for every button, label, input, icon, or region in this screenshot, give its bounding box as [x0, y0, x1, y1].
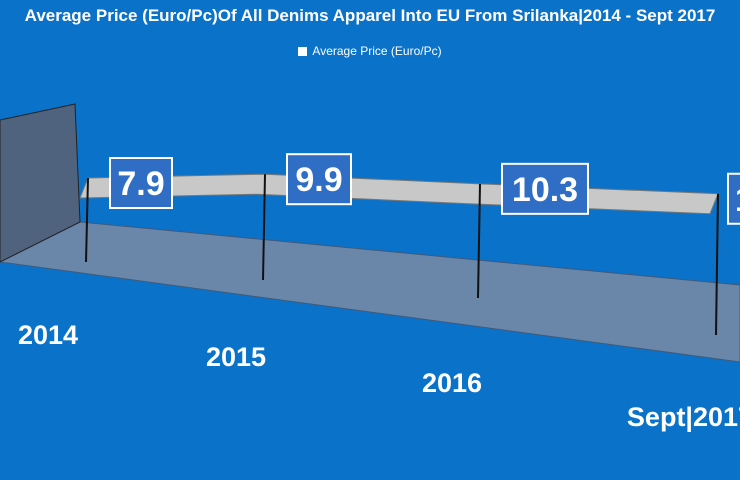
drop-line-2 [477, 183, 481, 299]
drop-line-0 [85, 177, 89, 263]
chart-floor [0, 221, 740, 363]
data-label-0: 7.9 [117, 165, 164, 203]
legend-label: Average Price (Euro/Pc) [312, 44, 442, 58]
data-label-box-1 [286, 153, 352, 206]
chart-title: Average Price (Euro/Pc)Of All Denims App… [24, 6, 716, 25]
data-label-3: 10.4 [735, 181, 740, 219]
drop-line-1 [262, 174, 266, 281]
data-label-1: 9.9 [295, 161, 342, 199]
legend: Average Price (Euro/Pc) [0, 44, 740, 58]
data-label-box-2 [501, 162, 589, 215]
category-label-3: Sept|2017 [627, 402, 740, 432]
category-label-2: 2016 [422, 368, 482, 398]
chart-back-wall [0, 103, 81, 263]
category-label-1: 2015 [206, 342, 266, 372]
legend-swatch-icon [298, 47, 308, 56]
drop-line-3 [715, 193, 719, 336]
data-label-2: 10.3 [512, 171, 578, 209]
data-label-box-3 [727, 172, 740, 225]
series-ribbon [79, 173, 719, 215]
data-label-box-0 [109, 157, 173, 209]
category-label-0: 2014 [18, 320, 78, 350]
